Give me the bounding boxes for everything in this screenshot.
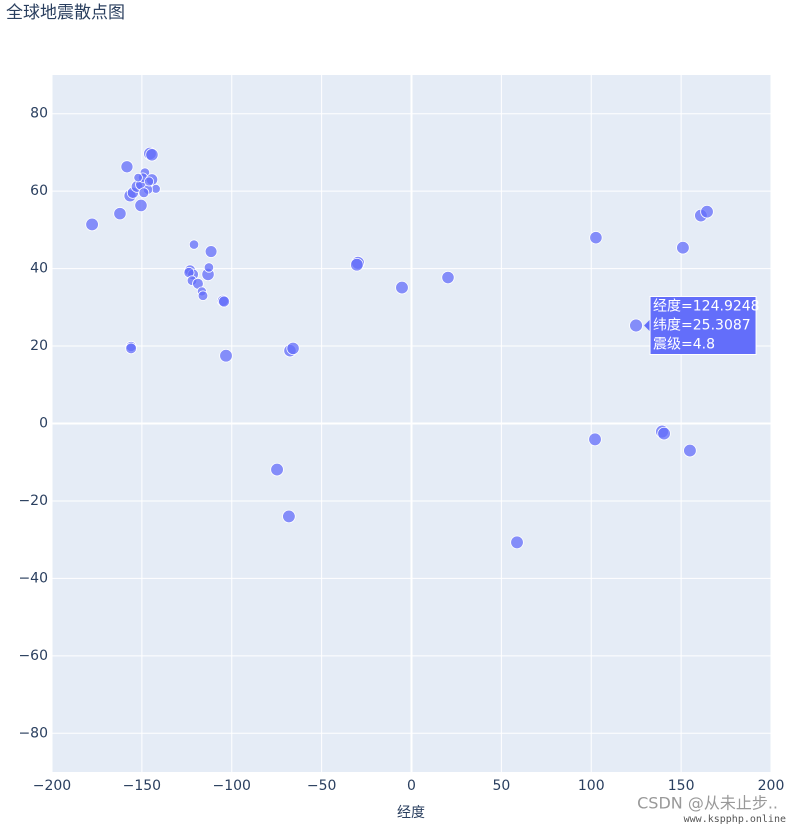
x-tick-label: −150	[123, 778, 161, 794]
point	[113, 207, 127, 221]
x-tick-label: −100	[213, 778, 251, 794]
point	[145, 148, 159, 162]
point	[218, 295, 230, 308]
point	[133, 172, 143, 183]
point	[197, 290, 209, 301]
y-tick-label: 80	[30, 106, 48, 122]
x-tick-label: 150	[668, 778, 695, 794]
chart-title: 全球地震散点图	[6, 3, 125, 23]
hover-text: 震级=4.8	[653, 336, 715, 352]
y-tick-label: −80	[18, 725, 48, 741]
point	[204, 245, 218, 258]
watermark: www.kspphp.online	[684, 814, 786, 824]
point	[270, 462, 284, 477]
point	[657, 426, 671, 441]
hover-pointer	[644, 319, 651, 332]
point	[350, 257, 364, 272]
point	[510, 535, 524, 550]
point	[589, 231, 603, 245]
point	[219, 348, 233, 363]
watermark: CSDN @从未止步..	[637, 794, 778, 813]
point	[120, 160, 134, 174]
point	[683, 443, 697, 458]
x-tick-label: 50	[492, 778, 510, 794]
x-tick-label: 200	[758, 778, 785, 794]
point	[144, 176, 155, 187]
hover-box	[649, 295, 757, 355]
point	[85, 217, 99, 232]
x-axis-label: 经度	[397, 805, 425, 821]
point	[286, 341, 300, 355]
y-tick-label: −60	[18, 648, 48, 664]
y-tick-label: −40	[18, 570, 48, 586]
y-tick-label: 0	[39, 416, 48, 432]
point	[125, 342, 137, 355]
point	[134, 198, 148, 213]
hover-text: 纬度=25.3087	[653, 317, 751, 333]
point	[676, 240, 690, 255]
y-tick-label: −20	[18, 493, 48, 509]
point	[138, 187, 150, 199]
x-tick-label: −200	[33, 778, 71, 794]
x-tick-label: 0	[407, 778, 416, 794]
point	[282, 509, 296, 524]
point	[188, 239, 200, 250]
x-tick-label: −50	[307, 778, 337, 794]
point	[395, 280, 409, 295]
y-tick-label: 40	[30, 261, 48, 277]
y-tick-label: 20	[30, 338, 48, 354]
y-tick-label: 60	[30, 183, 48, 199]
x-tick-label: 100	[578, 778, 605, 794]
hover-text: 经度=124.9248	[653, 298, 760, 314]
point	[203, 262, 215, 273]
point	[700, 204, 714, 219]
point	[629, 318, 643, 333]
point	[588, 432, 602, 447]
point	[441, 270, 455, 285]
